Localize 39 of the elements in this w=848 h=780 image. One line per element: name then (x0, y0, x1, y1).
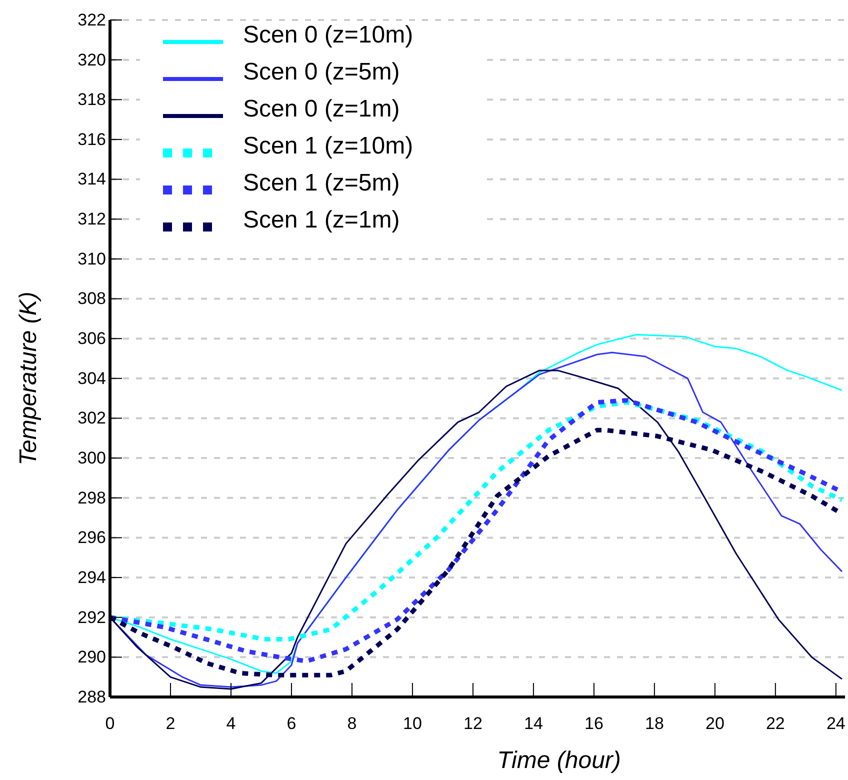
x-axis-title: Time (hour) (497, 747, 621, 774)
legend-label: Scen 0 (z=5m) (243, 58, 400, 86)
legend-label: Scen 1 (z=5m) (243, 169, 400, 196)
legend-label: Scen 0 (z=1m) (243, 95, 400, 122)
y-tick-label: 312 (78, 210, 106, 229)
x-tick-label: 20 (705, 714, 724, 734)
y-tick-label: 298 (78, 488, 106, 508)
y-tick-label: 310 (78, 249, 106, 268)
y-tick-label: 300 (78, 448, 106, 468)
legend-label: Scen 1 (z=10m) (243, 132, 414, 160)
y-tick-label: 322 (78, 10, 106, 30)
x-tick-label: 18 (644, 714, 664, 734)
x-tick-label: 6 (286, 714, 296, 734)
legend-label: Scen 1 (z=1m) (243, 206, 400, 234)
x-tick-label: 4 (226, 714, 236, 734)
y-tick-label: 302 (78, 408, 106, 428)
y-tick-label: 296 (78, 528, 106, 548)
y-tick-label: 306 (78, 329, 106, 348)
x-tick-label: 2 (166, 714, 176, 734)
y-tick-label: 314 (78, 170, 106, 189)
y-tick-label: 290 (78, 648, 106, 667)
y-tick-label: 304 (78, 368, 106, 388)
x-tick-label: 14 (524, 714, 543, 734)
y-tick-label: 288 (78, 687, 106, 706)
x-tick-label: 16 (584, 714, 604, 734)
legend-label: Scen 0 (z=10m) (243, 21, 414, 48)
y-tick-label: 308 (78, 289, 106, 308)
y-tick-label: 292 (78, 608, 106, 627)
y-tick-label: 316 (78, 130, 106, 149)
x-tick-label: 22 (766, 714, 785, 734)
x-tick-label: 12 (464, 714, 482, 734)
x-tick-label: 24 (826, 714, 846, 734)
x-tick-label: 8 (347, 714, 357, 734)
y-axis-title: Temperature (K) (15, 292, 42, 466)
y-tick-label: 320 (78, 50, 106, 70)
x-tick-label: 10 (403, 714, 422, 734)
x-tick-label: 0 (105, 714, 115, 734)
y-tick-label: 318 (78, 90, 106, 110)
y-tick-label: 294 (78, 568, 106, 587)
